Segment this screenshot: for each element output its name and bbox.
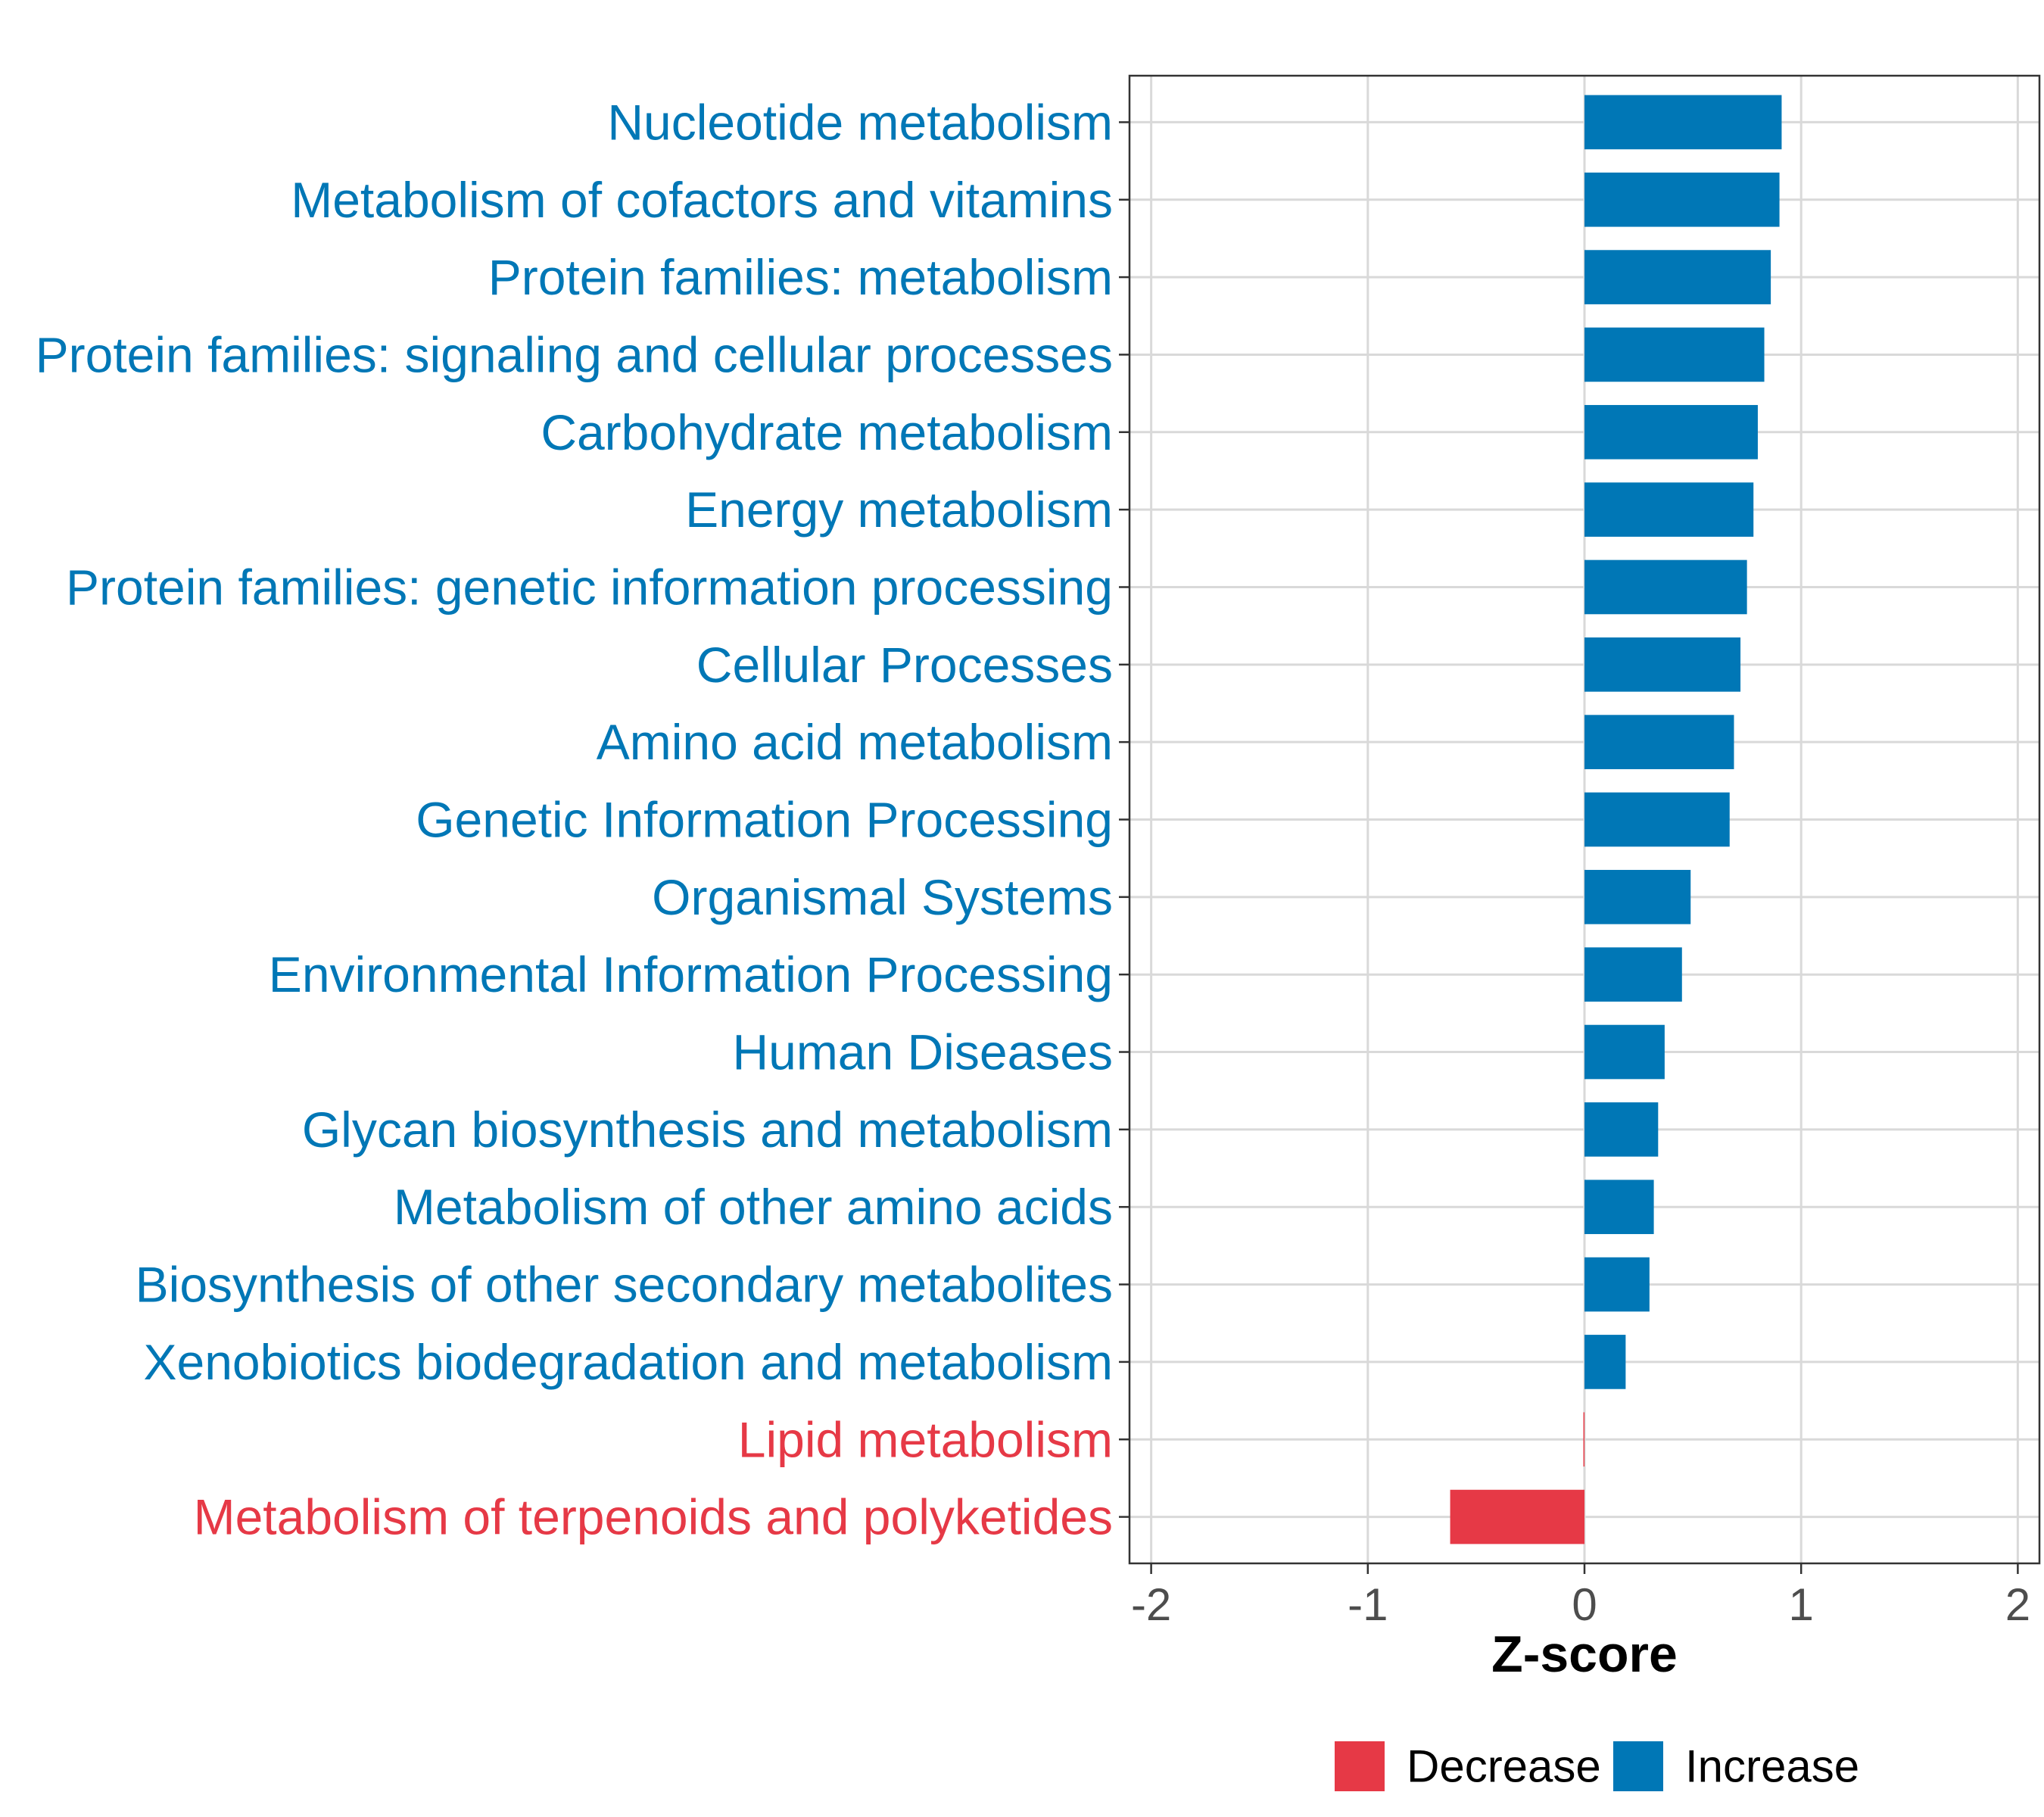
y-tick-label: Nucleotide metabolism <box>607 94 1113 150</box>
y-tick-label: Biosynthesis of other secondary metaboli… <box>136 1257 1113 1313</box>
bar <box>1584 482 1754 537</box>
y-tick-label: Environmental Information Processing <box>269 946 1113 1002</box>
y-tick-label: Metabolism of other amino acids <box>394 1179 1113 1235</box>
bar <box>1450 1489 1584 1544</box>
x-tick-label: -2 <box>1131 1579 1171 1630</box>
x-tick-label: 0 <box>1572 1579 1597 1630</box>
y-tick-label: Human Diseases <box>732 1024 1113 1080</box>
y-tick-label: Amino acid metabolism <box>597 714 1113 770</box>
y-tick-label: Energy metabolism <box>685 482 1113 538</box>
x-tick-label: -1 <box>1348 1579 1388 1630</box>
bar <box>1584 715 1734 769</box>
legend-swatch-decrease <box>1335 1741 1385 1791</box>
y-tick-label: Genetic Information Processing <box>416 792 1113 848</box>
y-tick-label: Carbohydrate metabolism <box>541 404 1113 460</box>
bar <box>1584 327 1765 382</box>
bar <box>1584 1335 1626 1389</box>
bar <box>1584 172 1780 227</box>
bar <box>1584 947 1682 1002</box>
y-tick-label: Protein families: genetic information pr… <box>66 559 1113 615</box>
y-tick-label: Glycan biosynthesis and metabolism <box>302 1102 1113 1158</box>
bar <box>1584 95 1782 150</box>
bars <box>1450 95 1782 1544</box>
y-tick-label: Organismal Systems <box>652 869 1113 925</box>
y-tick-label: Metabolism of terpenoids and polyketides <box>194 1489 1113 1545</box>
bar <box>1583 1412 1585 1467</box>
bar <box>1584 792 1730 847</box>
y-tick-label: Protein families: metabolism <box>488 249 1113 305</box>
x-tick-label: 2 <box>2005 1579 2030 1630</box>
legend-label-increase: Increase <box>1685 1741 1859 1792</box>
bar <box>1584 404 1758 460</box>
legend-swatch-increase <box>1613 1741 1663 1791</box>
bar <box>1584 1257 1650 1312</box>
y-tick-label: Xenobiotics biodegradation and metabolis… <box>144 1334 1114 1390</box>
x-tick-label: 1 <box>1789 1579 1814 1630</box>
x-axis: -2 -1 0 1 2 <box>1131 1563 2030 1630</box>
y-tick-label: Lipid metabolism <box>738 1411 1113 1467</box>
y-tick-label: Protein families: signaling and cellular… <box>36 326 1113 382</box>
legend: Decrease Increase <box>1335 1741 1859 1792</box>
x-axis-title: Z-score <box>1491 1625 1678 1683</box>
y-tick-label: Metabolism of cofactors and vitamins <box>291 172 1113 228</box>
y-axis: Nucleotide metabolism Metabolism of cofac… <box>36 94 1129 1545</box>
bar <box>1584 637 1741 692</box>
legend-label-decrease: Decrease <box>1407 1741 1601 1792</box>
bar <box>1584 250 1771 304</box>
y-tick-label: Cellular Processes <box>696 637 1113 693</box>
bar <box>1584 1102 1659 1157</box>
bar <box>1584 1180 1654 1235</box>
bar <box>1584 1024 1665 1080</box>
bar <box>1584 559 1747 615</box>
bar <box>1584 870 1691 924</box>
